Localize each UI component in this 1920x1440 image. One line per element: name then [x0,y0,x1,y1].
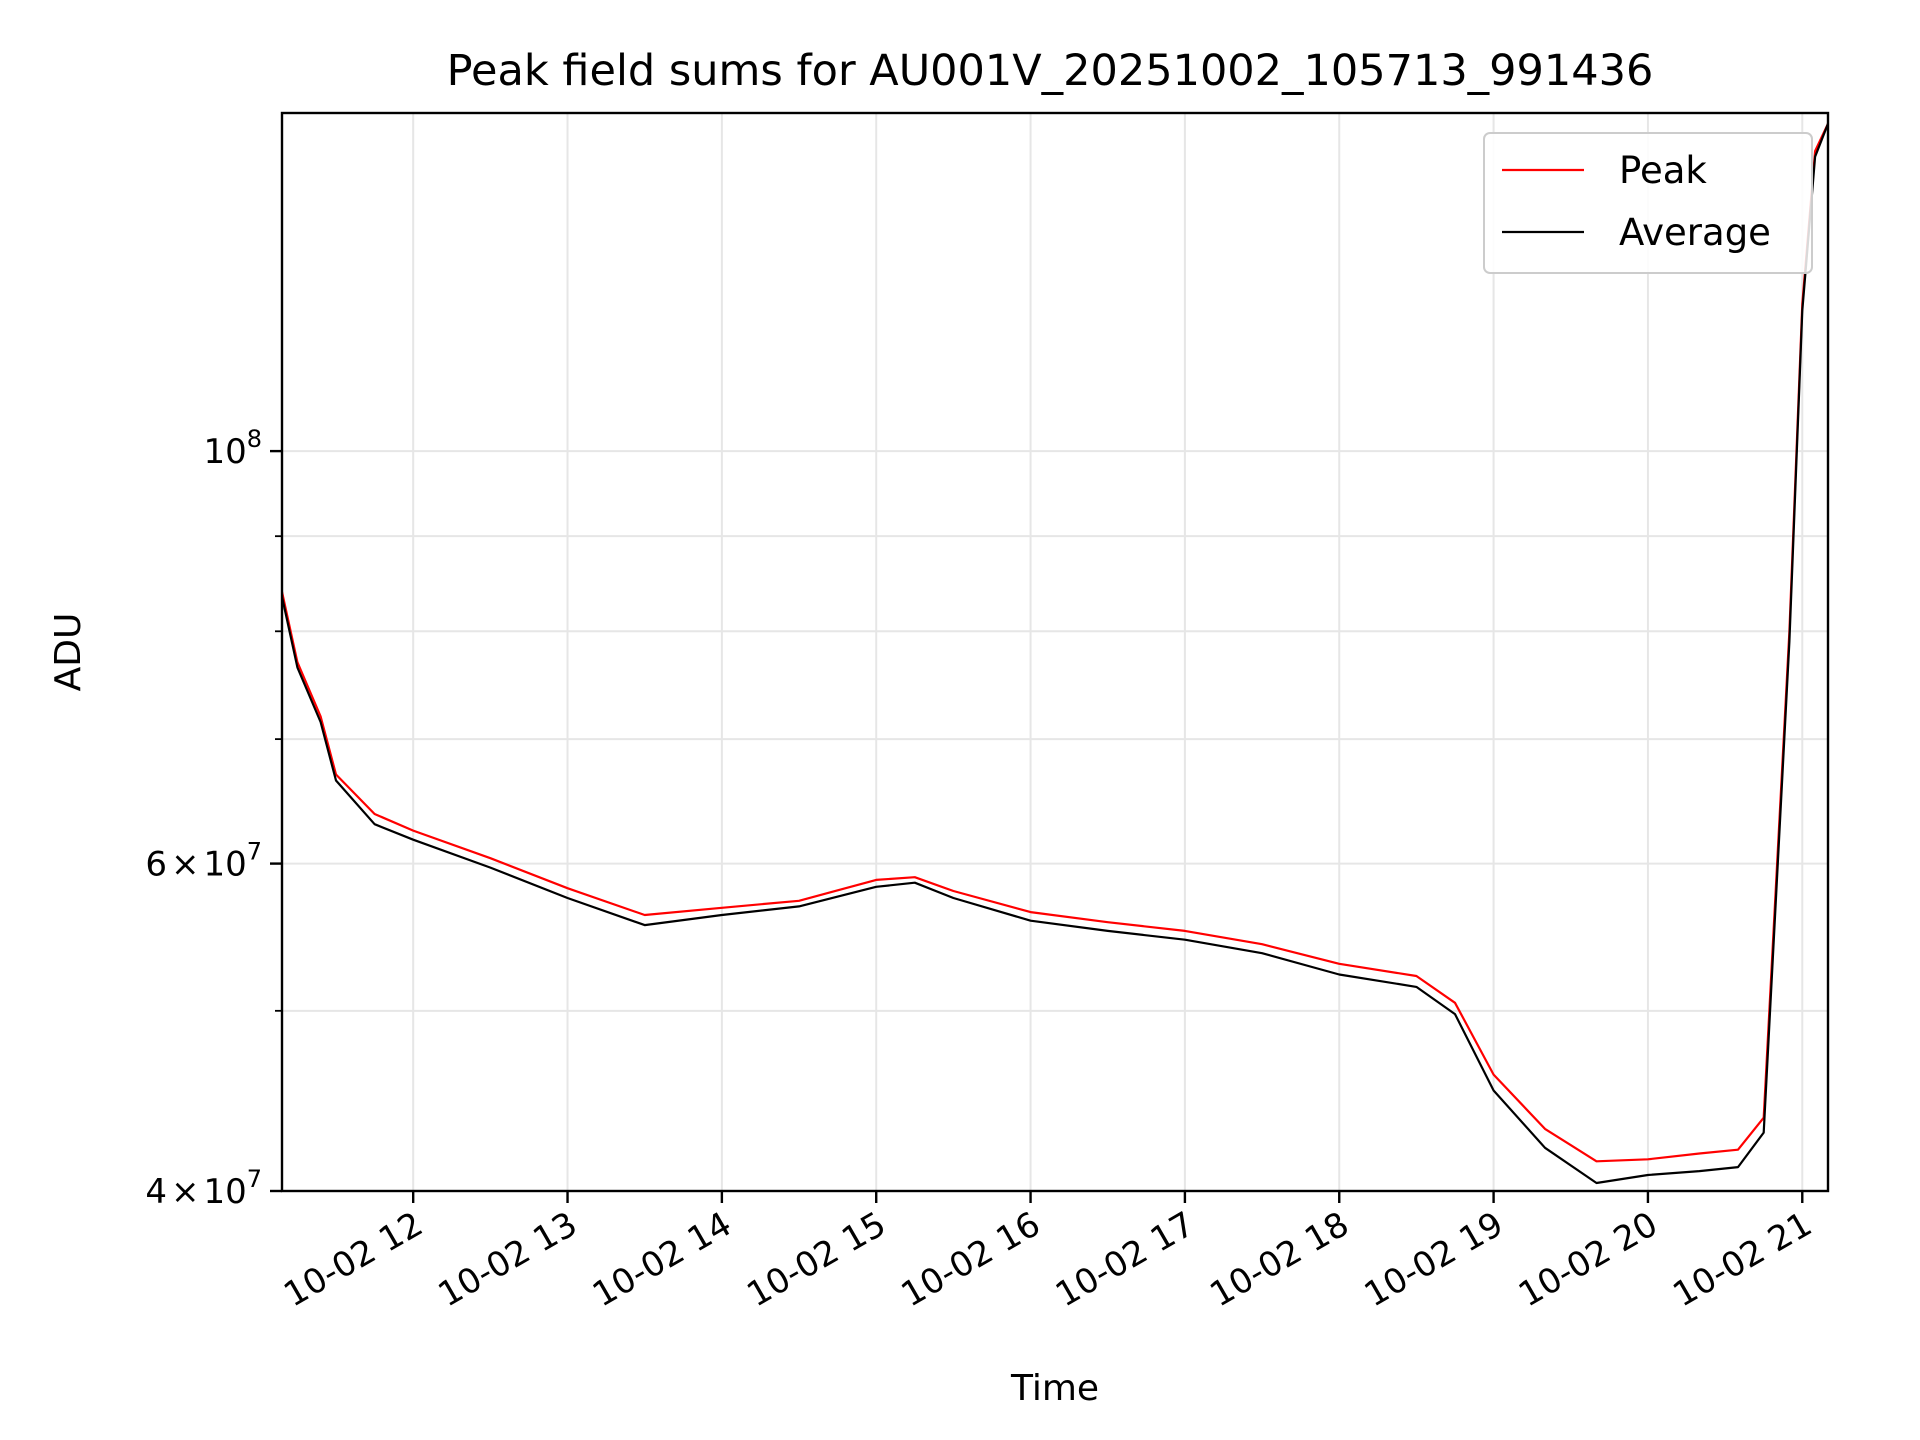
x-axis-label: Time [1010,1368,1099,1409]
y-tick-label: 6 × 107 [145,838,262,885]
legend-label-average: Average [1619,211,1771,254]
y-tick-base: 10 [203,845,246,885]
y-tick-times: × [171,1172,200,1212]
y-tick-exponent: 7 [247,1165,262,1193]
series-line-peak [282,123,1828,1163]
y-tick-exponent: 7 [247,838,262,866]
y-tick-label: 4 × 107 [145,1165,262,1212]
chart-title: Peak field sums for AU001V_20251002_1057… [447,46,1654,96]
y-tick-mantissa: 4 [145,1172,167,1212]
y-axis-label: ADU [48,613,89,692]
y-tick-base: 10 [203,1172,246,1212]
legend-box [1483,132,1813,274]
y-tick-label: 108 [203,425,262,472]
y-tick-exponent: 8 [247,425,262,453]
y-tick-base: 10 [203,432,246,472]
series-line-average [282,123,1828,1185]
y-tick-times: × [171,845,200,885]
y-tick-mantissa: 6 [145,845,167,885]
plot-frame [280,111,1830,1193]
plot-area [282,123,1828,1185]
legend-label-peak: Peak [1619,149,1707,192]
series-layer [282,123,1828,1185]
legend: Peak Average [1483,132,1813,274]
